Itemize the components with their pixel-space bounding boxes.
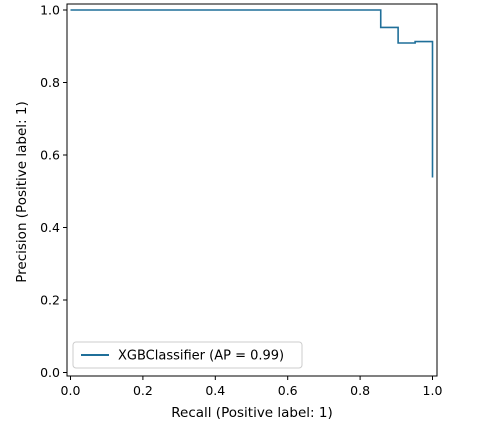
y-tick-label: 0.2 (40, 293, 60, 308)
y-axis-label: Precision (Positive label: 1) (14, 101, 30, 282)
ticks-layer: 0.0 0.2 0.4 0.6 0.8 1.0 0.0 0.2 0.4 0.6 0.8 1.0 (40, 3, 442, 399)
x-tick-label: 0.2 (133, 383, 153, 398)
x-tick-label: 0.8 (350, 383, 370, 398)
legend-box (72, 341, 303, 369)
y-tick-label: 0.0 (40, 365, 60, 380)
x-tick-label: 0.6 (278, 383, 298, 398)
plot-area (66, 3, 438, 377)
legend-series-label: XGBClassifier (AP = 0.99) (118, 349, 284, 364)
x-axis-label: Recall (Positive label: 1) (171, 405, 333, 421)
x-tick-label: 0.0 (61, 383, 81, 398)
series-line-0 (70, 9, 434, 178)
x-tick-label: 0.4 (205, 383, 225, 398)
y-tick-label: 0.8 (40, 75, 60, 90)
legend: XGBClassifier (AP = 0.99) (72, 341, 303, 369)
y-tick-label: 1.0 (40, 3, 60, 18)
y-tick-label: 0.4 (40, 220, 60, 235)
axes-frame (66, 3, 438, 377)
x-tick-label: 1.0 (423, 383, 443, 398)
y-tick-label: 0.6 (40, 148, 60, 163)
